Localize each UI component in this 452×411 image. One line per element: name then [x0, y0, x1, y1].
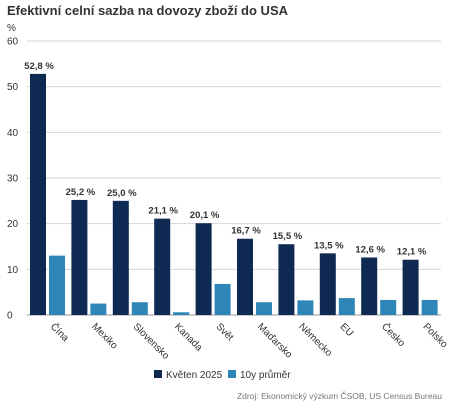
y-tick-label: 10: [7, 265, 19, 276]
bar-current: [112, 200, 129, 315]
data-label: 13,5 %: [314, 240, 344, 251]
gridlines: [27, 40, 441, 316]
data-label: 25,0 %: [107, 188, 137, 199]
bar-10y-average: [297, 300, 314, 315]
bar-current: [30, 73, 46, 315]
bar-current: [278, 244, 295, 315]
bar-10y-average: [338, 298, 355, 315]
y-tick-label: 20: [7, 219, 19, 230]
y-tick-label: 0: [7, 311, 13, 322]
bar-current: [237, 238, 253, 315]
y-tick-label: 50: [7, 82, 19, 93]
y-tick-label: 30: [7, 174, 19, 185]
legend: Květen 2025 10y průměr: [154, 369, 291, 381]
category-label: Svět: [213, 321, 235, 343]
bar-10y-average: [90, 303, 107, 315]
bar-current: [319, 253, 336, 315]
data-label: 12,6 %: [355, 244, 385, 255]
data-label: 25,2 %: [66, 187, 96, 198]
y-tick-label: 60: [7, 37, 19, 48]
chart-title: Efektivní celní sazba na dovozy zboží do…: [7, 3, 288, 18]
category-label: Německo: [296, 321, 334, 359]
data-label: 21,1 %: [148, 206, 178, 217]
legend-label: Květen 2025: [166, 370, 223, 381]
bars: [30, 73, 438, 315]
legend-label: 10y průměr: [240, 369, 291, 381]
legend-swatch: [228, 370, 236, 378]
bar-current: [195, 223, 212, 315]
bar-10y-average: [131, 302, 148, 315]
bar-10y-average: [49, 255, 65, 315]
y-axis-unit-label: %: [7, 23, 16, 34]
bar-10y-average: [173, 312, 190, 315]
bar-10y-average: [214, 283, 231, 315]
category-label: Čína: [48, 320, 72, 344]
category-label: Kanada: [172, 321, 204, 353]
data-label: 15,5 %: [273, 231, 303, 242]
data-label: 12,1 %: [397, 247, 427, 258]
bar-current: [361, 257, 378, 315]
bar-10y-average: [421, 299, 438, 315]
bar-current: [71, 199, 88, 315]
bar-current: [154, 218, 171, 315]
category-label: Mexiko: [89, 321, 119, 351]
category-label: Maďarsko: [255, 321, 295, 361]
data-label: 20,1 %: [190, 210, 220, 221]
category-label: Česko: [379, 320, 409, 350]
y-tick-label: 40: [7, 128, 19, 139]
bar-10y-average: [256, 302, 272, 315]
bar-current: [402, 259, 419, 315]
data-label: 16,7 %: [231, 226, 261, 237]
category-label: EU: [338, 321, 356, 339]
data-label: 52,8 %: [24, 61, 54, 72]
bar-10y-average: [380, 299, 397, 315]
legend-swatch: [154, 370, 162, 378]
source-note: Zdroj: Ekonomický výzkum ČSOB, US Census…: [236, 391, 442, 401]
category-label: Slovensko: [131, 321, 172, 362]
data-labels: 52,8 % 25,2 % 25,0 % 21,1 % 20,1 % 16,7 % 15,5…: [24, 61, 427, 258]
category-label: Polsko: [420, 321, 449, 350]
y-axis-ticks: 0 10 20 30 40 50 60: [7, 37, 19, 322]
category-labels: Čína Mexiko Slovensko Kanada Svět Maďarsko Něm…: [48, 320, 450, 362]
